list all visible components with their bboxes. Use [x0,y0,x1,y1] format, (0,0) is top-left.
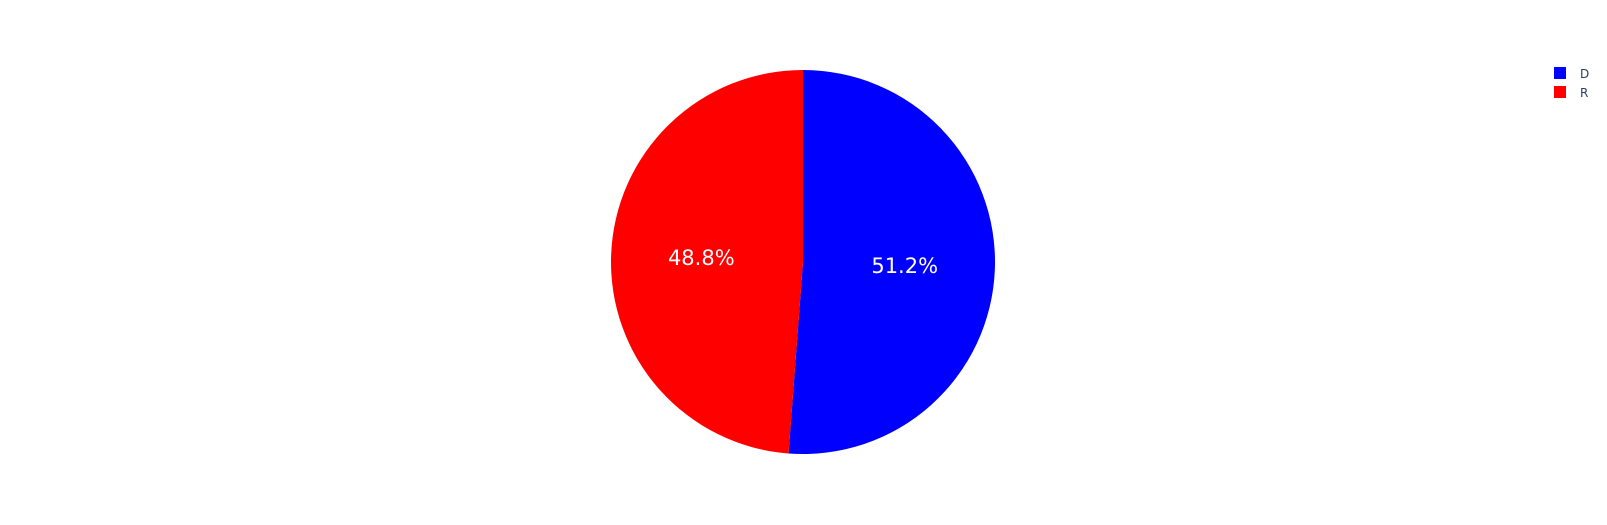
legend-swatch-d [1554,67,1566,79]
pie-slices [610,70,995,454]
pie-slice-labels: 51.2% 48.8% [668,246,938,278]
pie-slice-d[interactable] [788,70,995,454]
legend-swatch-r [1554,86,1566,98]
legend-item-d[interactable]: D [1554,67,1589,81]
legend-label-r: R [1580,86,1588,100]
pie-slice-r[interactable] [610,70,803,454]
legend-label-d: D [1580,67,1589,81]
pie-slice-label-r: 48.8% [668,246,735,270]
legend-item-r[interactable]: R [1554,86,1588,100]
legend: D R [1554,67,1589,100]
pie-slice-label-d: 51.2% [871,254,938,278]
